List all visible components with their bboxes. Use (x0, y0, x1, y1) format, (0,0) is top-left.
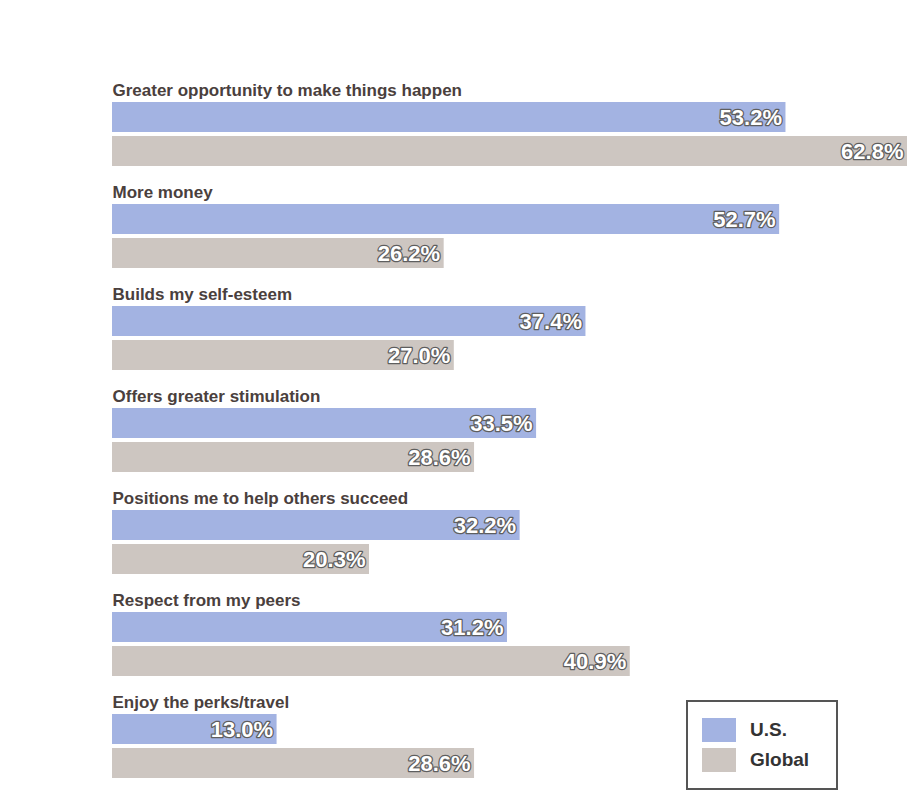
svg-text:37.4%: 37.4% (520, 309, 582, 334)
svg-text:32.2%: 32.2% (454, 513, 516, 538)
svg-text:52.7%: 52.7% (713, 207, 775, 232)
html-text:U.S.: U.S. (750, 719, 787, 740)
svg-text:Respect from my peers: Respect from my peers (113, 591, 301, 610)
svg-text:Builds my self-esteem: Builds my self-esteem (113, 285, 293, 304)
svg-text:40.9%: 40.9% (564, 649, 626, 674)
svg-text:13.0%: 13.0% (211, 717, 273, 742)
svg-text:53.2%: 53.2% (720, 105, 782, 130)
svg-text:Offers greater stimulation: Offers greater stimulation (113, 387, 321, 406)
svg-text:28.6%: 28.6% (408, 751, 470, 776)
svg-text:20.3%: 20.3% (303, 547, 365, 572)
svg-text:Enjoy the perks/travel: Enjoy the perks/travel (113, 693, 290, 712)
svg-text:62.8%: 62.8% (841, 139, 903, 164)
svg-text:33.5%: 33.5% (470, 411, 532, 436)
svg-text:27.0%: 27.0% (388, 343, 450, 368)
html-text:Global: Global (750, 749, 810, 770)
svg-text:26.2%: 26.2% (378, 241, 440, 266)
svg-text:Greater opportunity to make th: Greater opportunity to make things happe… (113, 81, 462, 100)
svg-text:31.2%: 31.2% (441, 615, 503, 640)
svg-text:Positions me to help others su: Positions me to help others succeed (113, 489, 409, 508)
svg-text:More money: More money (113, 183, 214, 202)
svg-text:28.6%: 28.6% (408, 445, 470, 470)
